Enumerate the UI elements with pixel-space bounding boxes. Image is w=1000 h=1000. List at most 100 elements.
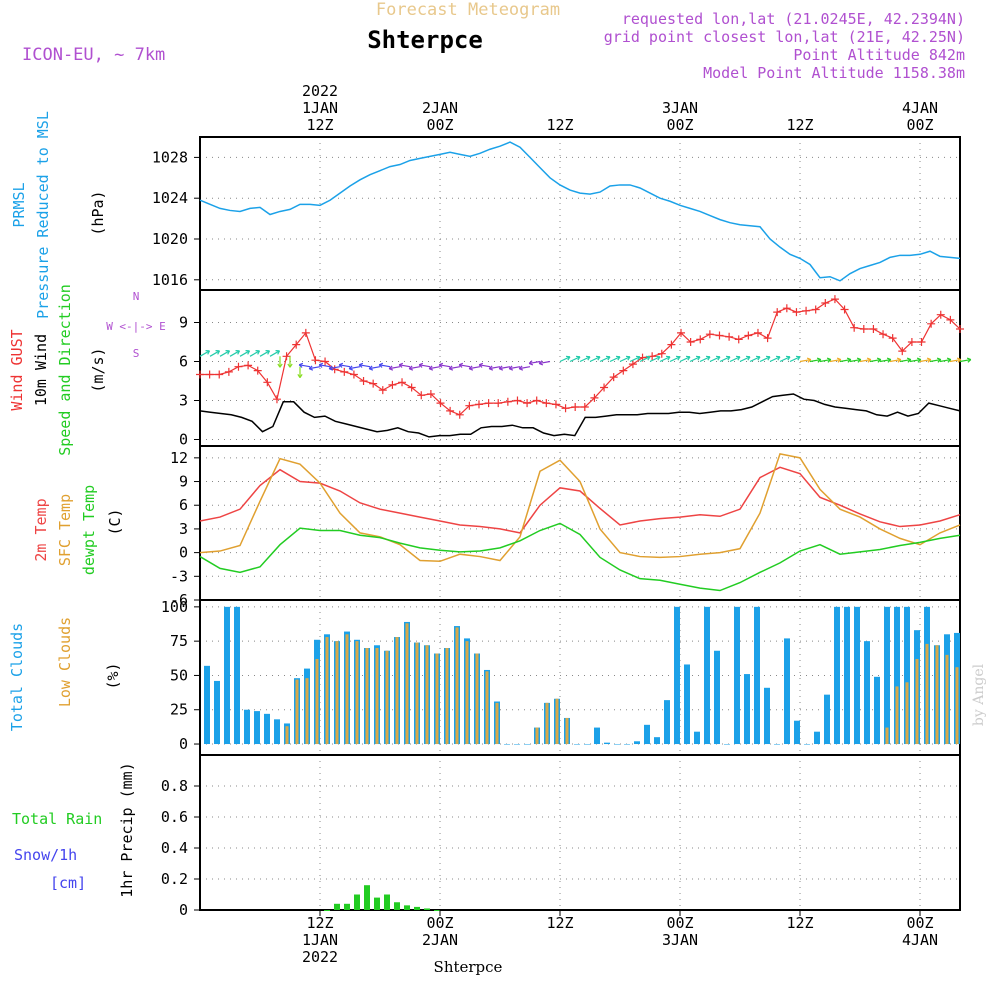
- wind-direction-arrow: [819, 357, 832, 363]
- wind-arrow-shaft: [249, 350, 260, 357]
- wind-arrow-head: [398, 362, 404, 368]
- low-cloud-bar: [495, 702, 499, 745]
- wind-arrow-head: [245, 350, 251, 355]
- wind-arrow-head: [806, 357, 812, 363]
- wind-arrow-shaft: [539, 360, 551, 365]
- low-cloud-bar: [535, 727, 539, 745]
- wind-gust-marker: [628, 360, 637, 369]
- wind-direction-arrow: [277, 356, 283, 368]
- top-time-label: 1JAN: [302, 99, 338, 117]
- wind-arrow-shaft: [299, 364, 311, 368]
- low-cloud-bar: [405, 623, 409, 745]
- wind-direction-arrow: [749, 355, 761, 363]
- low-cloud-bar: [545, 702, 549, 745]
- wind-gust-marker: [398, 378, 407, 387]
- wind-arrow-head: [255, 350, 261, 355]
- wind-arrow-head: [408, 365, 414, 371]
- top-time-label: 00Z: [666, 116, 693, 134]
- wind-arrow-head: [926, 357, 932, 363]
- cloud-unit: (%): [104, 662, 122, 689]
- wind-direction-arrow: [239, 350, 251, 357]
- top-title: Forecast Meteogram: [376, 0, 560, 20]
- precip-ytick-label: 0.6: [161, 808, 188, 826]
- wind-arrow-head: [275, 350, 281, 355]
- wind-arrow-shaft: [669, 356, 681, 363]
- total-cloud-bar: [214, 680, 220, 745]
- wind-gust-marker: [667, 340, 676, 349]
- wind-direction-arrow: [879, 357, 892, 363]
- wind-gust-line: [200, 298, 961, 416]
- temp-labels: 2m Temp SFC Temp dewpt Temp (C): [32, 485, 124, 575]
- wind-arrow-head: [655, 355, 661, 361]
- rain-bar: [414, 906, 420, 910]
- wind-arrow-shaft: [259, 350, 270, 357]
- wind-direction-arrow: [869, 357, 882, 363]
- wind-arrow-shaft: [709, 356, 721, 363]
- total-cloud-bar: [904, 606, 910, 745]
- cloud-ytick-label: 75: [170, 632, 188, 650]
- wind-direction-arrow: [909, 357, 922, 363]
- wind-arrow-shaft: [579, 356, 591, 363]
- wind-arrow-shaft: [929, 358, 941, 363]
- snow-unit-label: [cm]: [50, 874, 86, 892]
- wind-gust-marker: [474, 400, 483, 409]
- wind-arrow-shaft: [339, 364, 351, 368]
- wind-gust-marker: [224, 367, 233, 376]
- low-cloud-bar: [355, 641, 359, 745]
- wind-gust-marker: [696, 335, 705, 344]
- wind-arrow-shaft: [899, 358, 911, 363]
- wind-direction-arrow: [328, 365, 341, 371]
- wind-arrow-shaft: [589, 356, 601, 363]
- wind-arrow-head: [795, 355, 801, 361]
- wind-gust-marker: [340, 367, 349, 376]
- wind-gust-marker: [705, 330, 714, 339]
- low-cloud-bar: [445, 648, 449, 745]
- wind-direction-arrow: [579, 355, 591, 363]
- wind-gust-marker: [571, 403, 580, 411]
- bottom-time-label: 12Z: [786, 914, 813, 932]
- wind-direction-arrow: [739, 355, 751, 363]
- rain-bar: [334, 903, 340, 910]
- wind-arrow-shaft: [789, 356, 801, 363]
- total-cloud-bar: [794, 720, 800, 745]
- top-time-label: 12Z: [546, 116, 573, 134]
- temp-ytick-label: 0: [179, 544, 188, 562]
- low-cloud-bar: [335, 641, 339, 745]
- wind-gust-marker: [753, 328, 762, 337]
- total-cloud-bar: [264, 713, 270, 745]
- wind-arrow-shaft: [909, 358, 921, 363]
- wind-direction-arrow: [929, 357, 942, 363]
- wind-arrow-head: [265, 350, 271, 355]
- wind-direction-arrow: [488, 365, 501, 371]
- wind-gust-marker: [551, 400, 560, 409]
- total-cloud-bar: [734, 606, 740, 745]
- wind-arrow-head: [715, 355, 721, 361]
- wind-gust-marker: [465, 401, 474, 410]
- wind-gust-marker: [436, 399, 445, 408]
- wind-direction-arrow: [448, 365, 461, 371]
- wind-gust-marker: [725, 332, 734, 341]
- wind-gust-marker: [311, 356, 320, 365]
- wind-arrow-head: [775, 355, 781, 361]
- wind-dir-label: Speed and Direction: [56, 284, 74, 456]
- top-time-label: 12Z: [306, 116, 333, 134]
- low-cloud-bar: [885, 727, 889, 745]
- wind-arrow-shaft: [399, 364, 411, 368]
- wind-gust-marker: [715, 331, 724, 340]
- low-cloud-bar: [955, 667, 959, 745]
- wind-direction-arrow: [318, 362, 331, 368]
- wind-arrow-head: [565, 355, 571, 361]
- wind-arrow-shaft: [379, 364, 391, 368]
- wind-arrow-head: [916, 357, 922, 363]
- pressure-ytick-label: 1028: [152, 148, 188, 166]
- wind-arrow-head: [338, 362, 344, 368]
- wind-direction-arrow: [418, 362, 431, 368]
- wind-arrow-shaft: [239, 350, 250, 357]
- total-cloud-bar: [604, 742, 610, 745]
- pressure-frame: [199, 136, 961, 291]
- wind-gust-marker: [946, 315, 955, 324]
- wind-arrow-head: [518, 365, 524, 371]
- wind-arrow-shaft: [959, 358, 971, 363]
- rain-bar: [434, 910, 440, 911]
- cloud-ytick-label: 0: [179, 735, 188, 753]
